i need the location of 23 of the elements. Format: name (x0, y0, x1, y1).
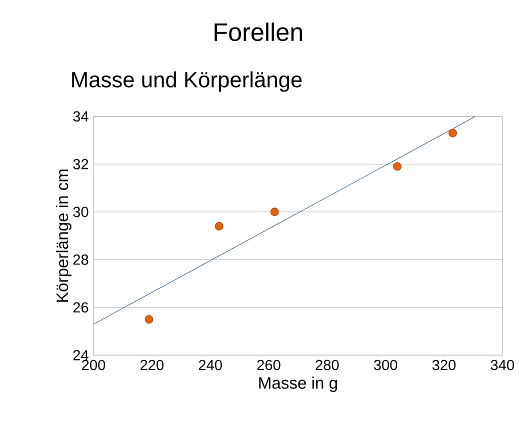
x-tick-label: 240 (198, 360, 222, 370)
x-axis-title: Masse in g (259, 376, 337, 392)
x-tick-label: 200 (82, 360, 106, 370)
x-tick-label: 280 (316, 360, 339, 370)
y-tick-label: 26 (73, 302, 88, 313)
y-tick-label: 32 (73, 159, 88, 170)
point (393, 162, 402, 171)
y-tick-label: 28 (73, 254, 88, 265)
point (270, 208, 279, 216)
y-tick-label: 34 (73, 111, 88, 122)
point (144, 315, 154, 324)
y-axis-title: Körperlänge in cm (56, 170, 72, 302)
chart-subtitle: Masse und Körperlänge (72, 72, 302, 92)
point (214, 222, 224, 231)
point (448, 128, 457, 138)
chart-title: Forellen (214, 22, 302, 42)
x-tick-label: 220 (140, 360, 164, 370)
x-tick-label: 320 (432, 360, 456, 370)
x-tick-label: 300 (374, 360, 398, 370)
y-tick-label: 30 (73, 206, 88, 218)
x-tick-label: 260 (257, 360, 280, 370)
y-tick-label: 24 (73, 350, 88, 360)
x-tick-label: 340 (490, 360, 514, 370)
